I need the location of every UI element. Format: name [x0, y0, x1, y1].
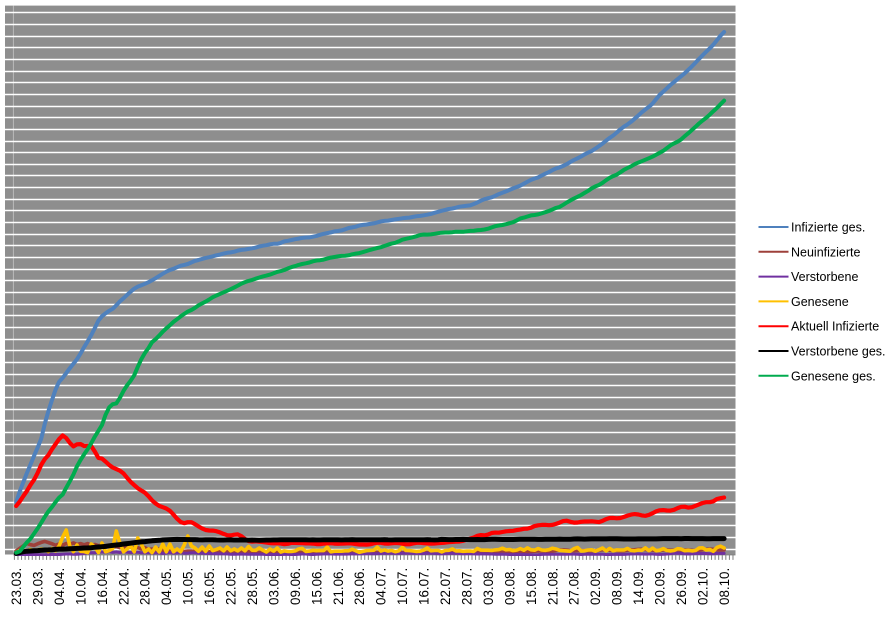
svg-text:28.05.: 28.05. [245, 568, 260, 605]
svg-text:02.10.: 02.10. [695, 568, 710, 605]
svg-text:14.09.: 14.09. [631, 568, 646, 605]
svg-text:Verstorbene: Verstorbene [791, 270, 858, 284]
svg-text:26.09.: 26.09. [674, 568, 689, 605]
svg-text:08.10.: 08.10. [717, 568, 732, 605]
svg-text:Neuinfizierte: Neuinfizierte [791, 245, 861, 259]
svg-text:10.05.: 10.05. [181, 568, 196, 605]
svg-text:23.03.: 23.03. [9, 568, 24, 605]
svg-text:04.05.: 04.05. [159, 568, 174, 605]
svg-text:02.09.: 02.09. [588, 568, 603, 605]
svg-text:28.06.: 28.06. [352, 568, 367, 605]
svg-text:21.06.: 21.06. [331, 568, 346, 605]
svg-text:03.08.: 03.08. [481, 568, 496, 605]
svg-text:Verstorbene ges.: Verstorbene ges. [791, 345, 886, 359]
svg-text:10.07.: 10.07. [395, 568, 410, 605]
svg-text:Aktuell Infizierte: Aktuell Infizierte [791, 320, 879, 334]
svg-text:09.08.: 09.08. [502, 568, 517, 605]
svg-text:22.05.: 22.05. [224, 568, 239, 605]
svg-text:16.07.: 16.07. [417, 568, 432, 605]
svg-text:27.08.: 27.08. [567, 568, 582, 605]
svg-text:Genesene: Genesene [791, 295, 849, 309]
svg-text:04.04.: 04.04. [52, 568, 67, 605]
svg-text:20.09.: 20.09. [653, 568, 668, 605]
svg-text:28.04.: 28.04. [138, 568, 153, 605]
svg-text:04.07.: 04.07. [374, 568, 389, 605]
svg-text:09.06.: 09.06. [288, 568, 303, 605]
svg-text:Genesene ges.: Genesene ges. [791, 369, 876, 383]
svg-text:15.06.: 15.06. [309, 568, 324, 605]
svg-text:16.04.: 16.04. [95, 568, 110, 605]
svg-text:03.06.: 03.06. [266, 568, 281, 605]
svg-text:28.07.: 28.07. [460, 568, 475, 605]
svg-text:16.05.: 16.05. [202, 568, 217, 605]
svg-text:21.08.: 21.08. [545, 568, 560, 605]
svg-text:29.03.: 29.03. [31, 568, 46, 605]
svg-text:22.07.: 22.07. [438, 568, 453, 605]
svg-text:Infizierte ges.: Infizierte ges. [791, 221, 865, 235]
svg-text:10.04.: 10.04. [73, 568, 88, 605]
svg-text:08.09.: 08.09. [610, 568, 625, 605]
svg-text:15.08.: 15.08. [524, 568, 539, 605]
svg-text:22.04.: 22.04. [116, 568, 131, 605]
